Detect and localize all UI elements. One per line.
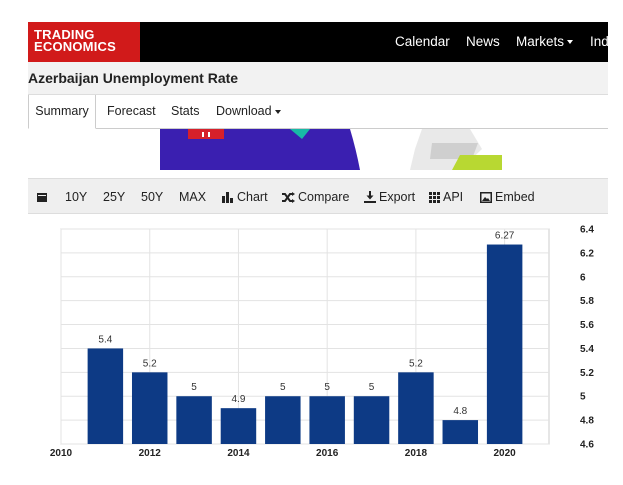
range-10y-button[interactable]: 10Y	[65, 190, 88, 204]
y-tick-label: 4.8	[580, 416, 594, 427]
chevron-down-icon	[567, 40, 574, 45]
unemployment-bar-chart: 5.4 5.2 5 4.9 5 5 5 5.2 4.8 6.27 2010 2012 2014 2016…	[50, 225, 594, 460]
x-tick-label: 2012	[139, 448, 162, 459]
bar[interactable]	[176, 396, 212, 444]
compare-button[interactable]: Compare	[282, 179, 349, 215]
tab-stats[interactable]: Stats	[171, 104, 200, 118]
bar[interactable]	[87, 348, 124, 444]
y-tick-label: 5.8	[580, 296, 594, 307]
page-title: Azerbaijan Unemployment Rate	[28, 70, 239, 86]
tab-forecast[interactable]: Forecast	[107, 104, 156, 118]
embed-button-label: Embed	[495, 190, 535, 204]
bar-value-label: 5	[280, 382, 286, 393]
brand-logo[interactable]: TRADING ECONOMICS	[28, 22, 140, 62]
x-tick-label: 2018	[405, 448, 428, 459]
bar-value-label: 5	[324, 382, 330, 393]
y-tick-label: 5.6	[580, 320, 594, 331]
tab-download[interactable]: Download	[216, 95, 281, 129]
bar[interactable]	[265, 396, 301, 444]
x-tick-label: 2016	[316, 448, 339, 459]
ad-banner[interactable]	[160, 129, 502, 170]
bar-value-label: 5.4	[98, 334, 112, 345]
range-50y-button[interactable]: 50Y	[141, 190, 164, 204]
chart-bars	[87, 244, 523, 444]
bar-value-label: 5	[191, 382, 197, 393]
chevron-down-icon	[274, 109, 281, 114]
x-tick-label: 2020	[494, 448, 517, 459]
bar[interactable]	[220, 408, 257, 444]
api-button-label: API	[443, 190, 464, 204]
chart-data-labels: 5.4 5.2 5 4.9 5 5 5 5.2 4.8 6.27	[98, 231, 514, 418]
chart-button-label: Chart	[237, 190, 268, 204]
y-tick-label: 5	[580, 392, 586, 403]
x-tick-label: 2014	[227, 448, 250, 459]
api-button[interactable]: API	[429, 179, 463, 215]
shuffle-icon	[282, 192, 295, 203]
title-bar: Azerbaijan Unemployment Rate	[28, 62, 608, 95]
calendar-icon[interactable]	[36, 179, 51, 215]
image-icon	[480, 192, 492, 203]
nav-calendar[interactable]: Calendar	[395, 34, 450, 49]
bar-value-label: 6.27	[495, 231, 515, 242]
brand-line-2: ECONOMICS	[34, 39, 116, 54]
compare-button-label: Compare	[298, 190, 350, 204]
bar[interactable]	[309, 396, 345, 444]
nav-indicators[interactable]: Ind	[590, 34, 609, 49]
x-tick-label: 2010	[50, 448, 73, 459]
bar[interactable]	[131, 372, 168, 444]
y-tick-label: 4.6	[580, 440, 594, 451]
bar-value-label: 5.2	[143, 358, 157, 369]
chart-button[interactable]: Chart	[222, 179, 268, 215]
bar-value-label: 5	[369, 382, 375, 393]
bar[interactable]	[353, 396, 390, 444]
download-icon	[364, 191, 376, 203]
ad-graphic	[160, 129, 502, 170]
y-tick-label: 6	[580, 272, 586, 283]
nav-news[interactable]: News	[466, 34, 500, 49]
export-button[interactable]: Export	[364, 179, 415, 215]
y-tick-label: 6.2	[580, 248, 594, 259]
tab-download-label: Download	[216, 104, 272, 118]
tab-summary[interactable]: Summary	[28, 95, 96, 129]
tab-bar: Summary Forecast Stats Download	[28, 95, 608, 129]
bar[interactable]	[398, 372, 434, 444]
y-tick-label: 5.2	[580, 368, 594, 379]
y-tick-label: 6.4	[580, 225, 594, 236]
bar-chart-icon	[222, 192, 233, 203]
top-navbar: TRADING ECONOMICS Calendar News Markets …	[28, 22, 609, 62]
range-max-button[interactable]: MAX	[179, 190, 207, 204]
brand-line-1: TRADING	[34, 27, 95, 42]
nav-markets-label: Markets	[516, 34, 565, 49]
bar[interactable]	[442, 420, 479, 444]
bar[interactable]	[486, 244, 523, 444]
chart-x-axis: 2010 2012 2014 2016 2018 2020	[50, 448, 516, 459]
export-button-label: Export	[379, 190, 416, 204]
range-25y-button[interactable]: 25Y	[103, 190, 126, 204]
bar-value-label: 4.9	[232, 394, 246, 405]
bar-value-label: 4.8	[453, 406, 467, 417]
bar-value-label: 5.2	[409, 358, 423, 369]
embed-button[interactable]: Embed	[480, 179, 535, 215]
nav-markets[interactable]: Markets	[516, 22, 574, 62]
chart-y-axis: 4.6 4.8 5 5.2 5.4 5.6 5.8 6 6.2 6.4	[580, 225, 594, 451]
y-tick-label: 5.4	[580, 344, 594, 355]
chart-toolbar: 10Y 25Y 50Y MAX Chart Compare Export API…	[28, 178, 608, 214]
grid-icon	[429, 192, 440, 203]
